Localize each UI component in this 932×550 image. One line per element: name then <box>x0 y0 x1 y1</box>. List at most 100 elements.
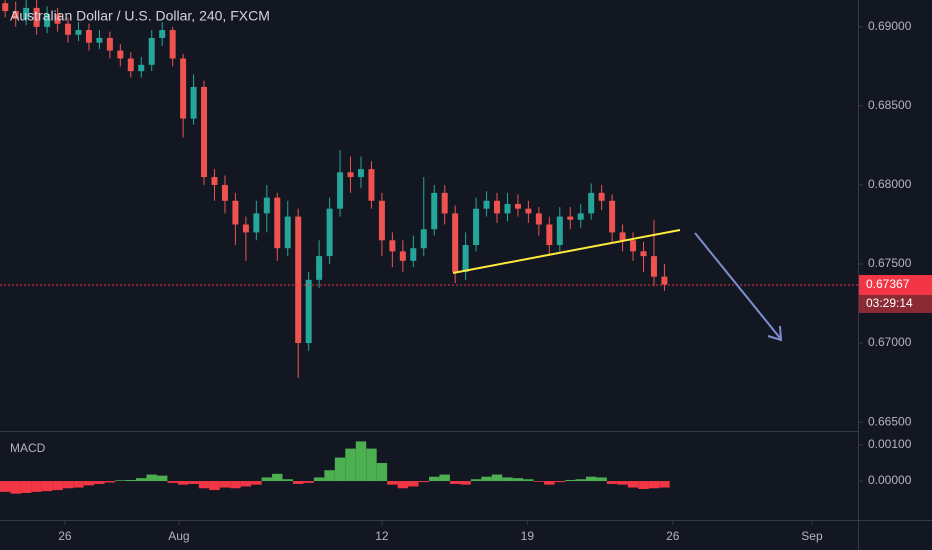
candle-body <box>441 192 448 214</box>
histogram-bar <box>470 479 482 482</box>
histogram-bar <box>10 481 21 494</box>
histogram-bar <box>596 477 607 482</box>
candle-body <box>337 172 344 209</box>
candle-body <box>75 30 82 35</box>
candle-body <box>23 7 30 19</box>
last-price-label: 0.67367 <box>866 277 910 291</box>
candle-body <box>347 172 354 178</box>
candle-body <box>180 58 187 119</box>
histogram-bar <box>502 477 513 482</box>
candle-body <box>546 224 553 246</box>
histogram-bar <box>439 474 450 482</box>
candle-body <box>535 213 542 225</box>
candle-body <box>169 30 176 59</box>
candle-body <box>148 37 155 65</box>
candle-body <box>483 200 490 209</box>
candle-body <box>211 177 218 185</box>
chart-title: Australian Dollar / U.S. Dollar, 240, FX… <box>10 8 270 24</box>
candle-body <box>295 216 302 344</box>
candle-body <box>525 208 532 214</box>
candle-body <box>253 213 260 233</box>
countdown-label: 03:29:14 <box>866 296 913 310</box>
candle-body <box>368 169 375 201</box>
histogram-bar <box>272 473 283 482</box>
histogram-bar <box>41 481 53 492</box>
histogram-bar <box>334 457 346 482</box>
y-tick-label: 0.69000 <box>868 19 912 33</box>
x-tick-label: Aug <box>168 529 189 543</box>
candle-body <box>462 245 469 272</box>
histogram-bar <box>523 479 534 482</box>
candle-body <box>263 197 270 214</box>
candle-body <box>410 248 417 261</box>
histogram-bar <box>52 481 63 491</box>
histogram-bar <box>449 481 461 484</box>
histogram-bar <box>313 477 325 482</box>
candle-body <box>556 216 563 246</box>
indicator-title: MACD <box>10 441 46 455</box>
histogram-bar <box>659 481 670 488</box>
candle-body <box>54 14 61 24</box>
histogram-bar <box>31 481 42 492</box>
candle-body <box>138 64 145 72</box>
candle-body <box>65 23 72 35</box>
histogram-bar <box>617 481 628 485</box>
histogram-bar <box>418 481 429 483</box>
candle-body <box>567 216 574 220</box>
x-tick-label: 12 <box>375 529 389 543</box>
histogram-bar <box>544 481 555 485</box>
histogram-bar <box>627 481 639 488</box>
candle-body <box>305 279 312 344</box>
histogram-bar <box>355 441 367 482</box>
candle-body <box>232 200 239 225</box>
candle-body <box>431 192 438 230</box>
histogram-bar <box>554 481 566 483</box>
candle-body <box>242 224 249 233</box>
histogram-bar <box>376 463 388 482</box>
histogram-bar <box>638 481 649 489</box>
histogram-bar <box>104 481 116 483</box>
histogram-bar <box>585 476 597 482</box>
forecast-arrow <box>694 232 783 342</box>
histogram-bar <box>251 481 262 485</box>
candle-body <box>577 213 584 220</box>
histogram-bar <box>429 476 440 482</box>
histogram-bar <box>460 481 471 485</box>
histogram-bar <box>387 481 398 485</box>
histogram-bar <box>481 476 492 482</box>
candle-body <box>127 58 134 72</box>
countdown-box <box>859 295 932 314</box>
candle-body <box>106 37 113 51</box>
candle-body <box>33 7 40 27</box>
x-tick-label: 26 <box>58 529 72 543</box>
histogram-bar <box>125 479 137 482</box>
histogram-bar <box>366 448 377 482</box>
plot-layer <box>0 0 858 494</box>
candle-body <box>190 86 197 119</box>
histogram-bar <box>20 481 32 493</box>
candle-body <box>96 37 103 43</box>
candle-body <box>630 240 637 252</box>
y-tick-label: 0.67500 <box>868 256 912 270</box>
y-tick-label: 0.00000 <box>868 473 912 487</box>
y-tick-label: 0.67000 <box>868 335 912 349</box>
candle-body <box>117 50 124 59</box>
y-tick-label: 0.68000 <box>868 177 912 191</box>
candle-body <box>2 3 9 12</box>
histogram-bar <box>188 481 199 484</box>
candle-body <box>661 276 668 285</box>
last-price-box <box>859 275 932 296</box>
histogram-bar <box>240 481 252 487</box>
histogram-bar <box>209 481 220 491</box>
candle-body <box>504 203 511 214</box>
candle-body <box>201 86 208 178</box>
histogram-bar <box>219 481 231 488</box>
candle-body <box>494 200 501 214</box>
candle-body <box>326 208 333 257</box>
candle-body <box>378 200 385 241</box>
histogram-bar <box>136 478 147 482</box>
histogram-bar <box>648 481 660 489</box>
histogram-bar <box>575 479 586 482</box>
